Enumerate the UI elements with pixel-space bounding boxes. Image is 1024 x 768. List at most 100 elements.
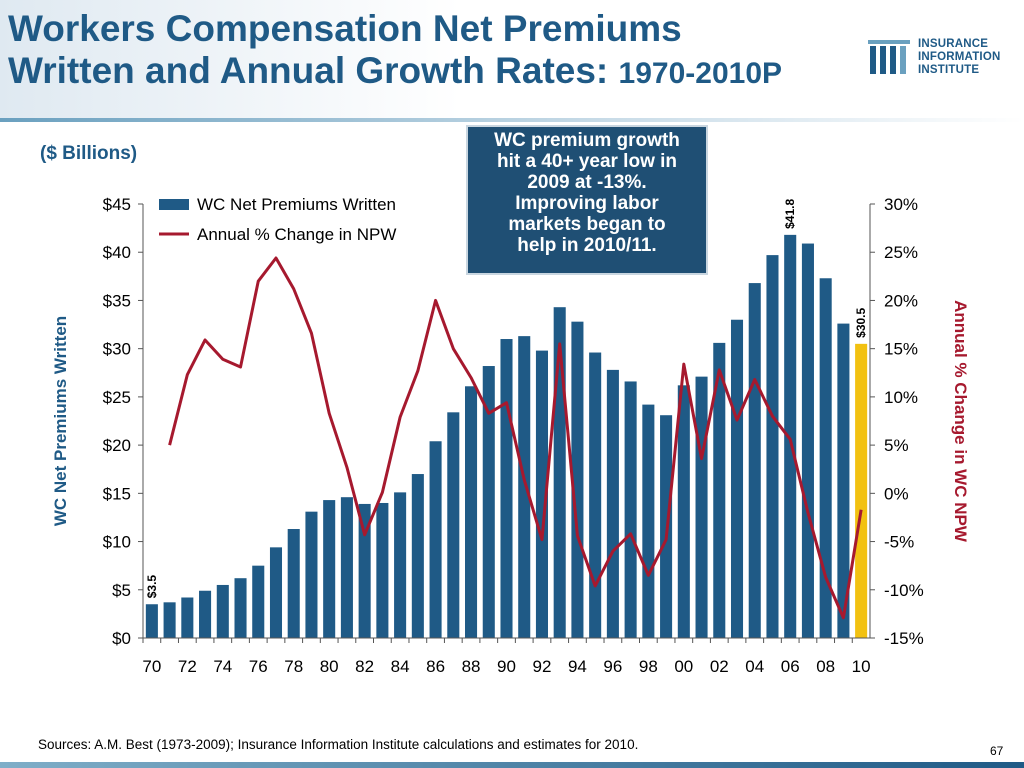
bar-1990	[500, 339, 513, 638]
bar-2005	[766, 255, 779, 639]
iii-logo: INSURANCE INFORMATION INSTITUTE	[866, 36, 1016, 80]
left-tick-label: $15	[103, 484, 131, 503]
bar-1989	[482, 366, 495, 638]
left-tick-label: $25	[103, 388, 131, 407]
logo-text: INSURANCE INFORMATION INSTITUTE	[918, 38, 1000, 77]
bar-1986	[429, 441, 442, 638]
logo-text-line: INFORMATION	[918, 51, 1001, 63]
bar-1979	[305, 511, 318, 638]
right-tick-label: 30%	[884, 195, 918, 214]
x-tick-label: 78	[284, 657, 303, 676]
bar-1988	[465, 386, 478, 638]
bar-1977	[269, 547, 283, 638]
units-label: ($ Billions)	[40, 143, 138, 164]
right-tick-label: 15%	[884, 340, 918, 359]
bar-1982	[358, 503, 371, 638]
left-tick-label: $45	[103, 195, 131, 214]
data-label-1970: $3.5	[145, 575, 159, 599]
x-tick-label: 94	[568, 657, 587, 676]
iii-logo-icon	[868, 40, 910, 74]
bar-2006	[784, 234, 797, 638]
left-tick-label: $20	[103, 436, 131, 455]
x-tick-label: 88	[462, 657, 481, 676]
x-tick-label: 00	[674, 657, 693, 676]
bar-1997	[624, 381, 637, 638]
x-tick-label: 92	[533, 657, 552, 676]
bar-1994	[571, 321, 584, 638]
logo-text-line: INSTITUTE	[918, 64, 980, 76]
right-tick-label: 10%	[884, 388, 918, 407]
bar-1980	[323, 500, 336, 638]
bar-1970	[145, 604, 158, 638]
x-tick-label: 10	[852, 657, 871, 676]
bar-1975	[234, 578, 247, 638]
callout-line: help in 2010/11.	[517, 235, 657, 256]
title-line-2: Written and Annual Growth Rates:	[8, 50, 619, 91]
left-tick-label: $30	[103, 340, 131, 359]
right-tick-label: 0%	[884, 484, 909, 503]
bar-2001	[695, 376, 708, 638]
right-tick-label: 20%	[884, 291, 918, 310]
title-year: 1970-2010P	[618, 57, 783, 90]
x-tick-label: 86	[426, 657, 445, 676]
bar-1984	[394, 492, 407, 638]
legend-bar-label: WC Net Premiums Written	[197, 195, 396, 214]
bar-1991	[518, 336, 531, 638]
left-axis-title: WC Net Premiums Written	[51, 316, 70, 526]
bar-1973	[199, 590, 212, 638]
bar-2003	[730, 319, 744, 638]
bar-1985	[411, 474, 424, 638]
bar-2009	[837, 323, 850, 638]
right-tick-label: 5%	[884, 436, 909, 455]
x-tick-label: 06	[781, 657, 800, 676]
right-tick-label: 25%	[884, 243, 918, 262]
legend-line-label: Annual % Change in NPW	[197, 225, 396, 244]
left-tick-label: $5	[112, 581, 131, 600]
bar-1972	[181, 597, 194, 638]
x-tick-label: 72	[178, 657, 197, 676]
bar-1976	[252, 565, 265, 638]
bar-1971	[163, 602, 176, 638]
x-tick-label: 98	[639, 657, 658, 676]
bar-1992	[535, 350, 548, 638]
left-tick-label: $40	[103, 243, 131, 262]
callout-line: markets began to	[508, 214, 666, 235]
callout-line: 2009 at -13%.	[527, 172, 647, 193]
bar-1981	[340, 497, 353, 638]
page-number: 67	[990, 744, 1004, 758]
bar-1996	[606, 369, 619, 638]
x-tick-label: 80	[320, 657, 339, 676]
title-line-1: Workers Compensation Net Premiums	[8, 8, 682, 49]
bar-1974	[216, 584, 229, 638]
left-tick-label: $35	[103, 291, 131, 310]
callout-line: Improving labor	[515, 193, 659, 214]
slide-title: Workers Compensation Net Premiums Writte…	[8, 8, 858, 95]
bar-2000	[677, 385, 690, 638]
x-tick-label: 70	[142, 657, 161, 676]
right-tick-label: -15%	[884, 629, 924, 648]
right-axis-title: Annual % Change in WC NPW	[951, 300, 970, 543]
header-band	[0, 0, 1024, 120]
legend-bar-swatch	[159, 199, 189, 210]
x-tick-label: 84	[391, 657, 410, 676]
data-label-2006: $41.8	[783, 199, 797, 229]
x-tick-label: 02	[710, 657, 729, 676]
source-note: Sources: A.M. Best (1973-2009); Insuranc…	[38, 737, 639, 752]
footer-bar	[0, 762, 1024, 768]
bar-1987	[447, 412, 460, 638]
bar-2008	[819, 278, 832, 638]
right-tick-label: -10%	[884, 581, 924, 600]
callout-box: WC premium growth hit a 40+ year low in …	[466, 125, 708, 275]
bar-1978	[287, 529, 300, 638]
bar-2004	[748, 283, 761, 638]
x-tick-label: 74	[213, 657, 232, 676]
callout-line: WC premium growth	[494, 130, 680, 151]
bar-2010	[855, 343, 868, 638]
x-tick-label: 76	[249, 657, 268, 676]
left-tick-label: $10	[103, 533, 131, 552]
logo-text-line: INSURANCE	[918, 38, 989, 50]
bar-1995	[589, 352, 602, 638]
pct-change-line	[168, 256, 863, 620]
left-tick-label: $0	[112, 629, 131, 648]
